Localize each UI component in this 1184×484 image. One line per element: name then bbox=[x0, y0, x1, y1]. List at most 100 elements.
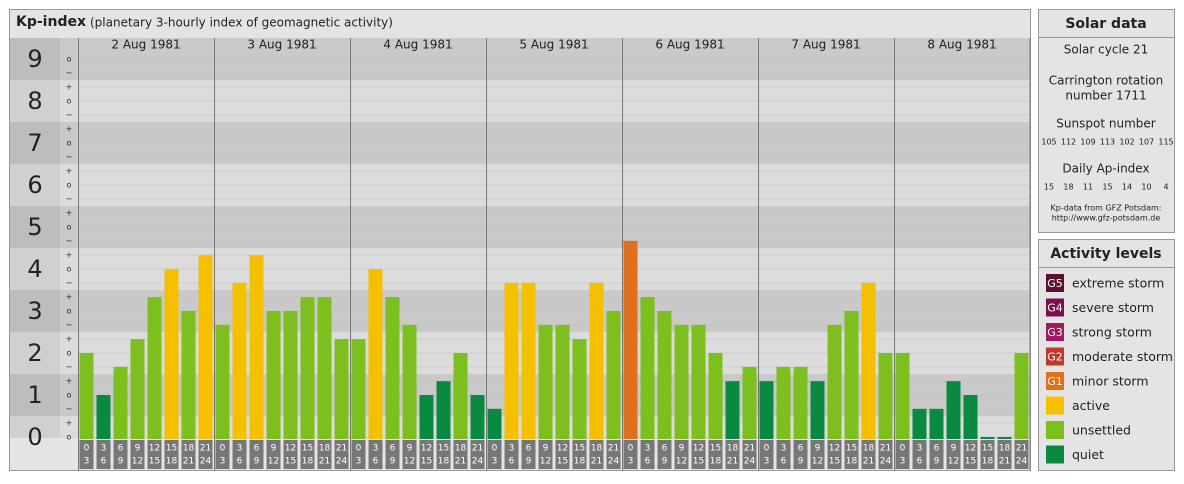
hour-box bbox=[164, 440, 179, 469]
y-tick-label: 9 bbox=[27, 45, 42, 73]
hour-label: 15 bbox=[557, 457, 568, 467]
sublevel-label: − bbox=[66, 405, 73, 414]
hour-box bbox=[810, 440, 825, 469]
hour-label: 9 bbox=[815, 444, 821, 454]
day-label: 2 Aug 1981 bbox=[111, 38, 180, 52]
sublevel-label: o bbox=[67, 97, 72, 106]
sublevel-label: o bbox=[67, 433, 72, 442]
hour-box bbox=[844, 440, 859, 469]
hour-label: 12 bbox=[285, 444, 296, 454]
hour-box bbox=[861, 440, 876, 469]
hour-label: 21 bbox=[727, 457, 738, 467]
sunspot-value: 115 bbox=[1158, 138, 1173, 147]
hour-label: 18 bbox=[846, 457, 858, 467]
hour-box bbox=[674, 440, 689, 469]
bar bbox=[861, 282, 876, 439]
ap-value: 11 bbox=[1083, 183, 1093, 192]
hour-label: 9 bbox=[390, 457, 396, 467]
hour-label: 15 bbox=[574, 444, 585, 454]
y-tick-label: 4 bbox=[27, 255, 42, 283]
hour-label: 18 bbox=[302, 457, 314, 467]
hour-label: 12 bbox=[268, 457, 279, 467]
bar bbox=[453, 353, 468, 439]
hour-label: 12 bbox=[404, 457, 415, 467]
hour-label: 3 bbox=[101, 444, 107, 454]
sunspot-value: 105 bbox=[1041, 138, 1056, 147]
hour-label: 9 bbox=[526, 457, 532, 467]
hour-box bbox=[997, 440, 1012, 469]
hour-label: 24 bbox=[608, 457, 620, 467]
hour-label: 21 bbox=[608, 444, 619, 454]
level-label-cell bbox=[10, 290, 60, 332]
hour-label: 18 bbox=[863, 444, 875, 454]
hour-label: 21 bbox=[999, 457, 1010, 467]
legend-label: extreme storm bbox=[1072, 276, 1164, 291]
hour-label: 6 bbox=[526, 444, 532, 454]
hour-label: 18 bbox=[319, 444, 331, 454]
hour-label: 3 bbox=[781, 444, 787, 454]
day-label: 4 Aug 1981 bbox=[383, 38, 452, 52]
sublevel-label: o bbox=[67, 349, 72, 358]
hour-box bbox=[980, 440, 995, 469]
bar bbox=[436, 381, 451, 439]
hour-label: 12 bbox=[965, 444, 976, 454]
bar bbox=[266, 311, 281, 439]
hour-label: 15 bbox=[149, 457, 160, 467]
ap-value: 14 bbox=[1122, 183, 1132, 192]
day-label: 8 Aug 1981 bbox=[927, 38, 996, 52]
day-label: 6 Aug 1981 bbox=[655, 38, 724, 52]
hour-label: 21 bbox=[472, 444, 483, 454]
hour-label: 0 bbox=[764, 444, 770, 454]
hour-box bbox=[300, 440, 315, 469]
legend-swatch bbox=[1046, 396, 1064, 415]
hour-label: 24 bbox=[1016, 457, 1028, 467]
hour-label: 12 bbox=[132, 457, 143, 467]
ap-value: 18 bbox=[1063, 183, 1073, 192]
y-tick-label: 7 bbox=[27, 129, 42, 157]
hour-label: 6 bbox=[101, 457, 107, 467]
hour-box bbox=[657, 440, 672, 469]
bar bbox=[776, 366, 791, 439]
y-tick-label: 1 bbox=[27, 381, 42, 409]
bar bbox=[232, 282, 247, 439]
hour-label: 24 bbox=[880, 457, 892, 467]
hour-box bbox=[1014, 440, 1029, 469]
hour-label: 3 bbox=[356, 457, 362, 467]
sunspot-value: 113 bbox=[1100, 138, 1115, 147]
hour-box bbox=[266, 440, 281, 469]
sublevel-label: − bbox=[66, 153, 73, 162]
legend-code: G3 bbox=[1047, 326, 1063, 339]
hour-label: 9 bbox=[543, 444, 549, 454]
sublevel-label: − bbox=[66, 279, 73, 288]
bar bbox=[538, 324, 553, 439]
sublevel-label: o bbox=[67, 391, 72, 400]
bar bbox=[249, 255, 264, 439]
hour-label: 12 bbox=[693, 444, 704, 454]
legend-label: minor storm bbox=[1072, 374, 1149, 389]
hour-box bbox=[334, 440, 349, 469]
chart-title: Kp-index bbox=[16, 14, 86, 30]
hour-box bbox=[691, 440, 706, 469]
sublevel-label: o bbox=[67, 181, 72, 190]
hour-box bbox=[249, 440, 264, 469]
hour-label: 6 bbox=[781, 457, 787, 467]
source: Kp-data from GFZ Potsdam: bbox=[1051, 204, 1162, 213]
sublevel-label: + bbox=[66, 83, 73, 92]
hour-label: 6 bbox=[254, 444, 260, 454]
hour-label: 0 bbox=[900, 444, 906, 454]
bar bbox=[385, 297, 400, 439]
hour-label: 21 bbox=[183, 457, 194, 467]
hour-box bbox=[215, 440, 230, 469]
hour-label: 12 bbox=[540, 457, 551, 467]
hour-label: 12 bbox=[557, 444, 568, 454]
legend-code: G4 bbox=[1047, 302, 1063, 315]
carrington: number 1711 bbox=[1065, 89, 1146, 103]
hour-box bbox=[419, 440, 434, 469]
hour-label: 6 bbox=[645, 457, 651, 467]
hour-label: 9 bbox=[271, 444, 277, 454]
hour-label: 21 bbox=[863, 457, 874, 467]
bar bbox=[419, 395, 434, 439]
bar bbox=[946, 381, 961, 439]
level-label-cell bbox=[10, 38, 60, 80]
bar bbox=[844, 311, 859, 439]
